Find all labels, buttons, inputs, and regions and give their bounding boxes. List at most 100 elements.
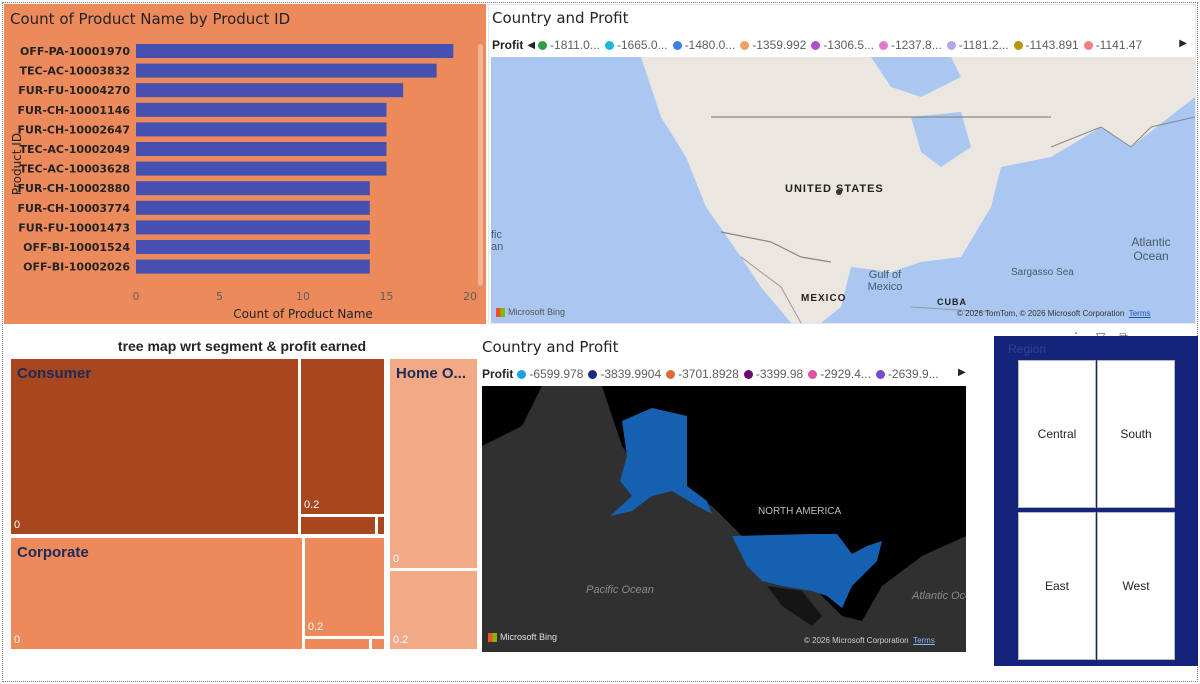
treemap-title: tree map wrt segment & profit earned (117, 338, 367, 354)
map2-legend-item[interactable]: -6599.978 (517, 367, 583, 381)
map1-legend-item[interactable]: -1306.5... (811, 38, 874, 52)
map2-legend-label: -3701.8928 (678, 367, 739, 381)
map1-legend-label: -1306.5... (823, 38, 875, 52)
map2-title: Country and Profit (482, 338, 619, 356)
map1-legend-item[interactable]: -1237.8... (879, 38, 942, 52)
map2-legend-label: -2929.4... (820, 367, 871, 381)
y-tick-label: OFF-BI-10002026 (23, 261, 130, 274)
y-tick-label: FUR-CH-10002880 (17, 182, 130, 195)
map1-attribution-text: © 2026 TomTom, © 2026 Microsoft Corporat… (957, 309, 1125, 318)
treemap-visual[interactable]: tree map wrt segment & profit earned Con… (4, 332, 480, 654)
map1-basemap (641, 57, 1195, 323)
map1-label-mexico: MEXICO (801, 293, 847, 304)
treemap-tile-corporate[interactable]: Corporate 0 (8, 535, 305, 652)
legend-dot-icon (875, 369, 885, 379)
treemap-value: 0.2 (308, 621, 324, 633)
y-tick-label: OFF-PA-10001970 (20, 45, 130, 58)
map1-legend-item[interactable]: -1665.0... (604, 38, 668, 52)
treemap-tile-home-office[interactable]: Home O... 0 (387, 356, 480, 571)
treemap-tile-consumer-small[interactable] (298, 514, 378, 537)
y-tick-label: FUR-CH-10001146 (17, 104, 130, 117)
map1-legend-title: Profit (492, 38, 524, 52)
treemap-tile-corporate-tiny[interactable] (369, 636, 387, 652)
slicer-tile-west[interactable]: West (1097, 512, 1175, 660)
treemap-tile-consumer[interactable]: Consumer 0 (8, 356, 301, 537)
bar[interactable] (136, 220, 370, 235)
legend-prev-arrow-icon[interactable]: ◀ (527, 39, 536, 51)
bar[interactable] (136, 240, 370, 254)
treemap-value: 0 (393, 553, 400, 565)
x-tick-label: 15 (380, 290, 394, 303)
bar-chart-scrollbar[interactable] (478, 44, 483, 286)
map2-canvas[interactable]: NORTH AMERICA Pacific Ocean Atlantic Oce… (482, 386, 966, 652)
slicer-tile-south[interactable]: South (1097, 360, 1175, 508)
map1-legend-label: -1480.0... (684, 38, 736, 52)
bar[interactable] (136, 44, 454, 58)
x-tick-label: 5 (216, 290, 223, 303)
map1-label-cuba: CUBA (937, 297, 967, 307)
map2-legend-item[interactable]: -2639.9... (875, 367, 939, 381)
treemap-value: 0.2 (393, 634, 409, 646)
slicer-title: Region (1008, 342, 1047, 356)
map1-legend-item[interactable]: -1141.47 (1083, 38, 1142, 52)
legend-dot-icon (811, 40, 821, 50)
map2-bing-logo: Microsoft Bing (488, 632, 557, 642)
map1-legend-item[interactable]: -1359.992 (740, 38, 806, 52)
map1-label-atlantic: Atlantic Ocean (1131, 235, 1171, 263)
treemap-label-corporate: Corporate (17, 544, 89, 561)
bar[interactable] (136, 161, 387, 176)
bar-chart-title: Count of Product Name by Product ID (10, 10, 291, 28)
treemap-tile-home-office-sub[interactable]: 0.2 (387, 568, 480, 652)
map1-label-gulf: Gulf of Mexico (867, 269, 903, 293)
map1-legend-item[interactable]: -1480.0... (672, 38, 736, 52)
bar[interactable] (136, 259, 370, 274)
country-profit-map-light[interactable]: Country and Profit Profit ◀ -1811.0... -1… (488, 4, 1196, 324)
country-profit-map-dark[interactable]: Country and Profit Profit -6599.978 -3839… (480, 332, 968, 654)
y-tick-label: TEC-AC-10002049 (19, 143, 130, 156)
x-axis-title: Count of Product Name (233, 307, 373, 321)
map2-legend-item[interactable]: -3701.8928 (666, 367, 739, 381)
bar[interactable] (136, 181, 370, 196)
bar[interactable] (136, 102, 387, 117)
bar[interactable] (136, 63, 437, 78)
treemap-tile-corporate-sub[interactable]: 0.2 (302, 535, 387, 639)
map1-legend[interactable]: Profit ◀ -1811.0... -1665.0... -1480.0... -… (492, 38, 1147, 52)
map1-legend-label: -1181.2... (958, 38, 1009, 52)
legend-next-arrow-icon[interactable]: ▶ (1179, 38, 1187, 49)
bar[interactable] (136, 142, 387, 156)
map2-legend-item[interactable]: -3839.9904 (588, 367, 661, 381)
map1-legend-item[interactable]: -1143.891 (1013, 38, 1079, 52)
map2-legend-label: -6599.978 (529, 367, 584, 381)
map1-legend-label: -1359.992 (752, 38, 807, 52)
y-tick-label: FUR-CH-10003774 (17, 202, 130, 215)
map1-terms-link[interactable]: Terms (1128, 309, 1151, 318)
map1-bubble-us[interactable] (836, 189, 842, 195)
map2-legend-item[interactable]: -3399.98 (743, 367, 803, 381)
treemap-tile-corporate-small[interactable] (302, 636, 372, 652)
map1-legend-label: -1143.891 (1025, 38, 1079, 52)
legend-dot-icon (604, 40, 614, 50)
bar[interactable] (136, 122, 387, 137)
map1-provider-text: Microsoft Bing (508, 307, 566, 317)
x-tick-label: 0 (133, 290, 140, 303)
y-tick-label: FUR-FU-10001473 (18, 221, 130, 234)
bar-chart-visual[interactable]: Count of Product Name by Product ID OFF-… (4, 4, 486, 324)
x-tick-label: 10 (296, 290, 310, 303)
map2-legend[interactable]: Profit -6599.978 -3839.9904 -3701.8928 -339… (482, 367, 944, 381)
y-tick-label: FUR-CH-10002647 (17, 123, 130, 136)
map1-canvas[interactable]: UNITED STATES MEXICO CUBA Gulf of Mexico… (491, 57, 1195, 323)
legend-next-arrow-icon[interactable]: ▶ (958, 367, 966, 378)
bar[interactable] (136, 83, 404, 98)
map1-legend-item[interactable]: -1181.2... (946, 38, 1009, 52)
slicer-tile-central[interactable]: Central (1018, 360, 1096, 508)
map2-provider-text: Microsoft Bing (500, 632, 558, 642)
treemap-tile-consumer-tiny[interactable] (375, 514, 387, 537)
treemap-tile-consumer-sub[interactable]: 0.2 (298, 356, 387, 517)
bar[interactable] (136, 200, 370, 215)
map2-terms-link[interactable]: Terms (913, 636, 935, 645)
legend-dot-icon (588, 369, 598, 379)
map2-legend-item[interactable]: -2929.4... (808, 367, 871, 381)
region-slicer[interactable]: Region Central South East West (994, 336, 1198, 666)
map1-legend-item[interactable]: -1811.0... (538, 38, 600, 52)
slicer-tile-east[interactable]: East (1018, 512, 1096, 660)
